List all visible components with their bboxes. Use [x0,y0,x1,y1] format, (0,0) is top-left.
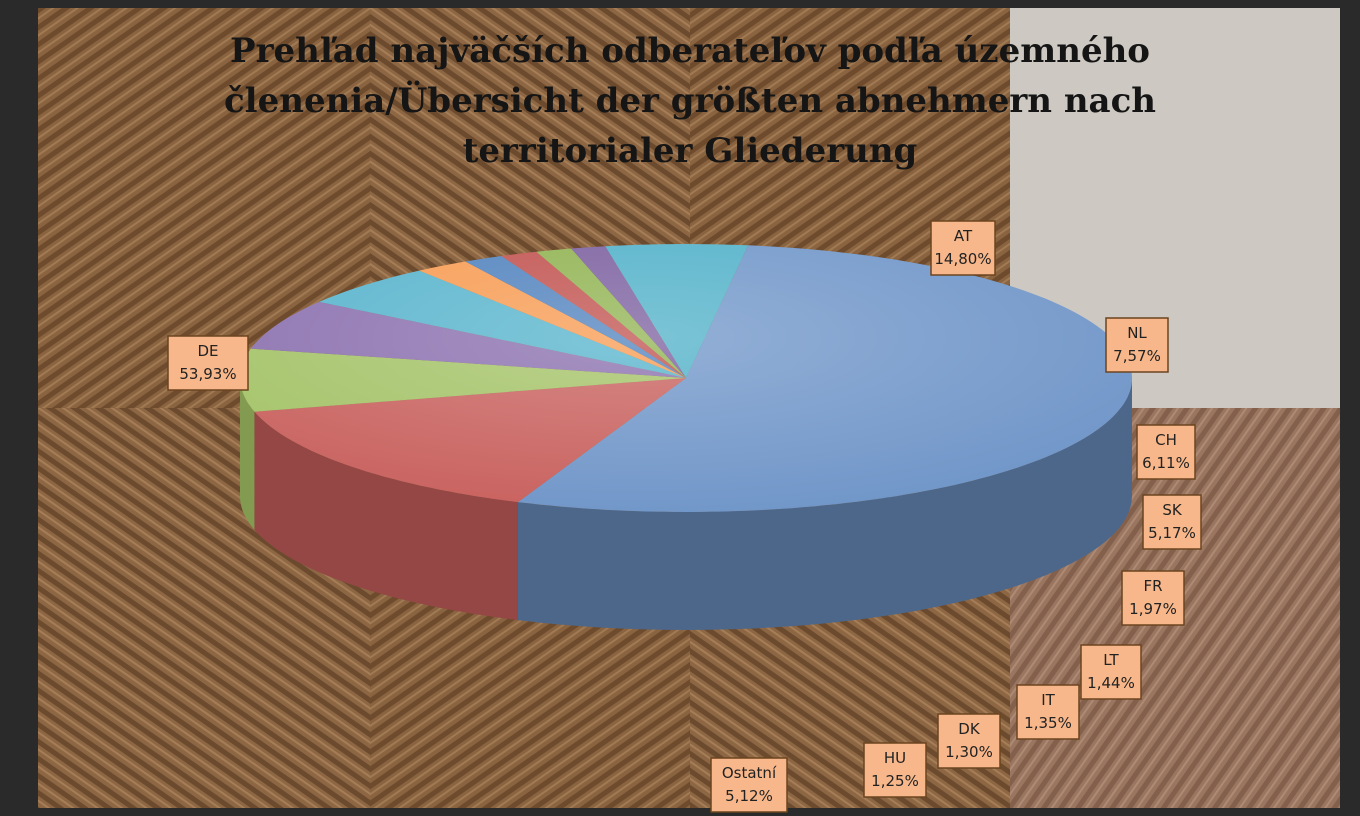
value-label: 1,44% [1087,674,1135,692]
category-label: IT [1041,691,1055,709]
category-label: SK [1162,501,1183,519]
value-label: 1,25% [871,772,919,790]
label-box [1080,644,1142,700]
value-label: 1,30% [945,743,993,761]
category-label: AT [954,227,973,245]
label-box [1121,570,1185,626]
value-label: 53,93% [179,365,236,383]
label-box [710,757,788,813]
label-box [930,220,996,276]
label-box [167,335,249,391]
value-label: 6,11% [1142,454,1190,472]
label-box [863,742,927,798]
value-label: 5,17% [1148,524,1196,542]
value-label: 5,12% [725,787,773,805]
slice-side [517,378,1132,630]
pie [240,244,1132,630]
value-label: 7,57% [1113,347,1161,365]
label-box [1105,317,1169,373]
labels: DE 53,93% AT 14,80% NL 7,57% CH 6,11% SK 5,17% FR 1… [167,220,1202,813]
category-label: HU [884,749,906,767]
label-box [1142,494,1202,550]
category-label: NL [1127,324,1147,342]
category-label: DE [197,342,218,360]
label-box [937,713,1001,769]
value-label: 14,80% [934,250,991,268]
label-box [1136,424,1196,480]
value-label: 1,97% [1129,600,1177,618]
label-box [1016,684,1080,740]
category-label: LT [1103,651,1119,669]
value-label: 1,35% [1024,714,1072,732]
category-label: Ostatní [722,764,777,782]
category-label: FR [1143,577,1162,595]
category-label: DK [958,720,981,738]
chart-title: Prehľad najväčších odberateľov podľa úze… [223,31,1157,171]
category-label: CH [1155,431,1177,449]
